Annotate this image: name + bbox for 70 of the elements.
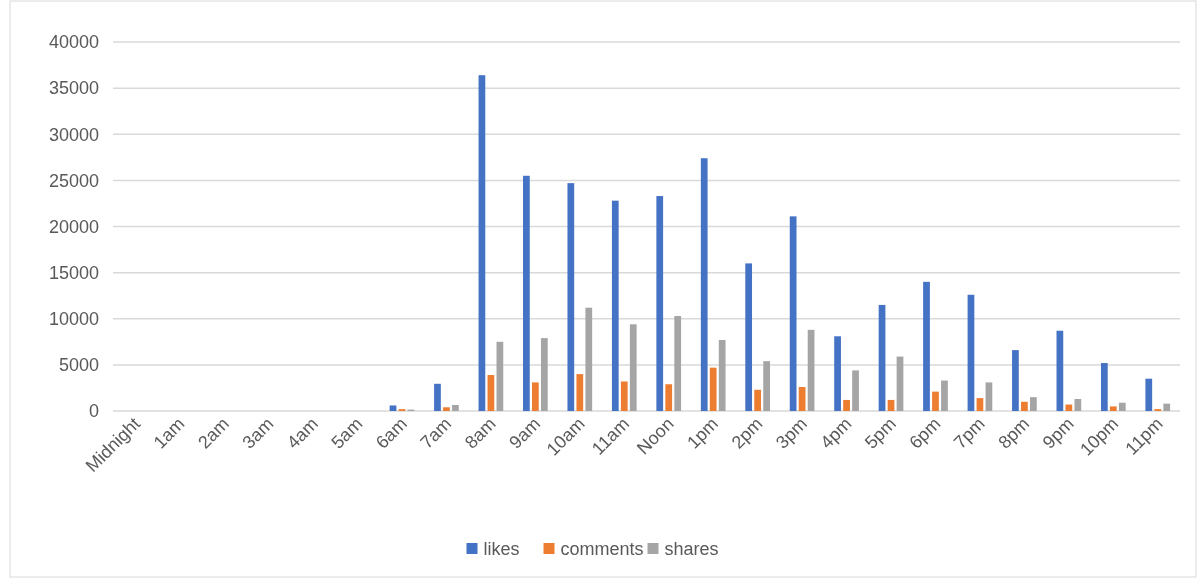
bar [389, 405, 397, 411]
x-tick-label: 8pm [994, 413, 1034, 453]
x-tick-label: 5pm [860, 413, 900, 453]
x-tick-label: 5am [327, 413, 367, 453]
x-tick-label: 9am [505, 413, 545, 453]
y-tick-label: 25000 [48, 170, 99, 191]
x-tick-label: 7pm [949, 413, 989, 453]
bar [923, 281, 930, 411]
legend-label: comments [560, 539, 644, 560]
bar [976, 398, 984, 411]
x-tick-label: 3am [238, 413, 278, 453]
x-tick-label: 6am [371, 413, 411, 453]
bar [443, 407, 450, 411]
bar [567, 183, 575, 411]
x-tick-label: 3pm [772, 413, 811, 453]
bar [1021, 401, 1028, 411]
y-tick-label: 40000 [48, 32, 99, 53]
bar [540, 338, 548, 411]
y-tick-label: 5000 [58, 355, 99, 376]
x-tick-label: 9pm [1038, 413, 1078, 453]
bar [531, 382, 539, 411]
bar [834, 336, 841, 411]
bar [629, 324, 637, 411]
bar [700, 158, 708, 411]
x-tick-label: 8am [460, 413, 500, 453]
bar [843, 399, 850, 411]
bar [1145, 378, 1153, 411]
bar [1065, 404, 1073, 411]
bar [1109, 406, 1117, 411]
bar [932, 391, 939, 411]
bar [452, 405, 459, 411]
y-tick-label: 0 [88, 401, 99, 422]
legend-label: shares [664, 539, 719, 560]
bar [1030, 397, 1037, 411]
bar [523, 175, 530, 411]
bar [576, 374, 584, 411]
bar [1100, 363, 1108, 411]
bar [620, 381, 628, 411]
bar [754, 389, 762, 411]
legend-label: likes [483, 539, 520, 560]
bar [763, 361, 770, 411]
y-tick-label: 20000 [48, 216, 99, 237]
y-tick-label: 30000 [48, 124, 99, 145]
bar [585, 307, 593, 411]
bar [718, 339, 726, 411]
bar [434, 383, 441, 411]
y-tick-label: 15000 [48, 262, 99, 283]
bar [709, 367, 717, 411]
x-tick-label: 1pm [683, 413, 723, 453]
bar [985, 382, 993, 411]
bar [1012, 350, 1019, 411]
bar [665, 384, 673, 411]
bar [611, 200, 619, 411]
bar [941, 380, 948, 411]
bar [1118, 402, 1126, 411]
bar [852, 370, 859, 411]
x-tick-label: 2am [194, 413, 233, 453]
x-tick-label: 2pm [727, 413, 767, 453]
x-tick-label: 1am [149, 413, 189, 453]
x-tick-label: 4am [282, 413, 322, 453]
bar [745, 263, 753, 411]
bar [656, 196, 664, 411]
x-tick-label: 4pm [816, 413, 856, 453]
bar [1163, 403, 1171, 411]
bar [674, 315, 682, 411]
x-tick-label: 6pm [905, 413, 945, 453]
y-tick-label: 35000 [48, 78, 99, 99]
y-tick-label: 10000 [48, 309, 99, 330]
x-tick-label: 7am [416, 413, 456, 453]
bar [1074, 399, 1082, 411]
